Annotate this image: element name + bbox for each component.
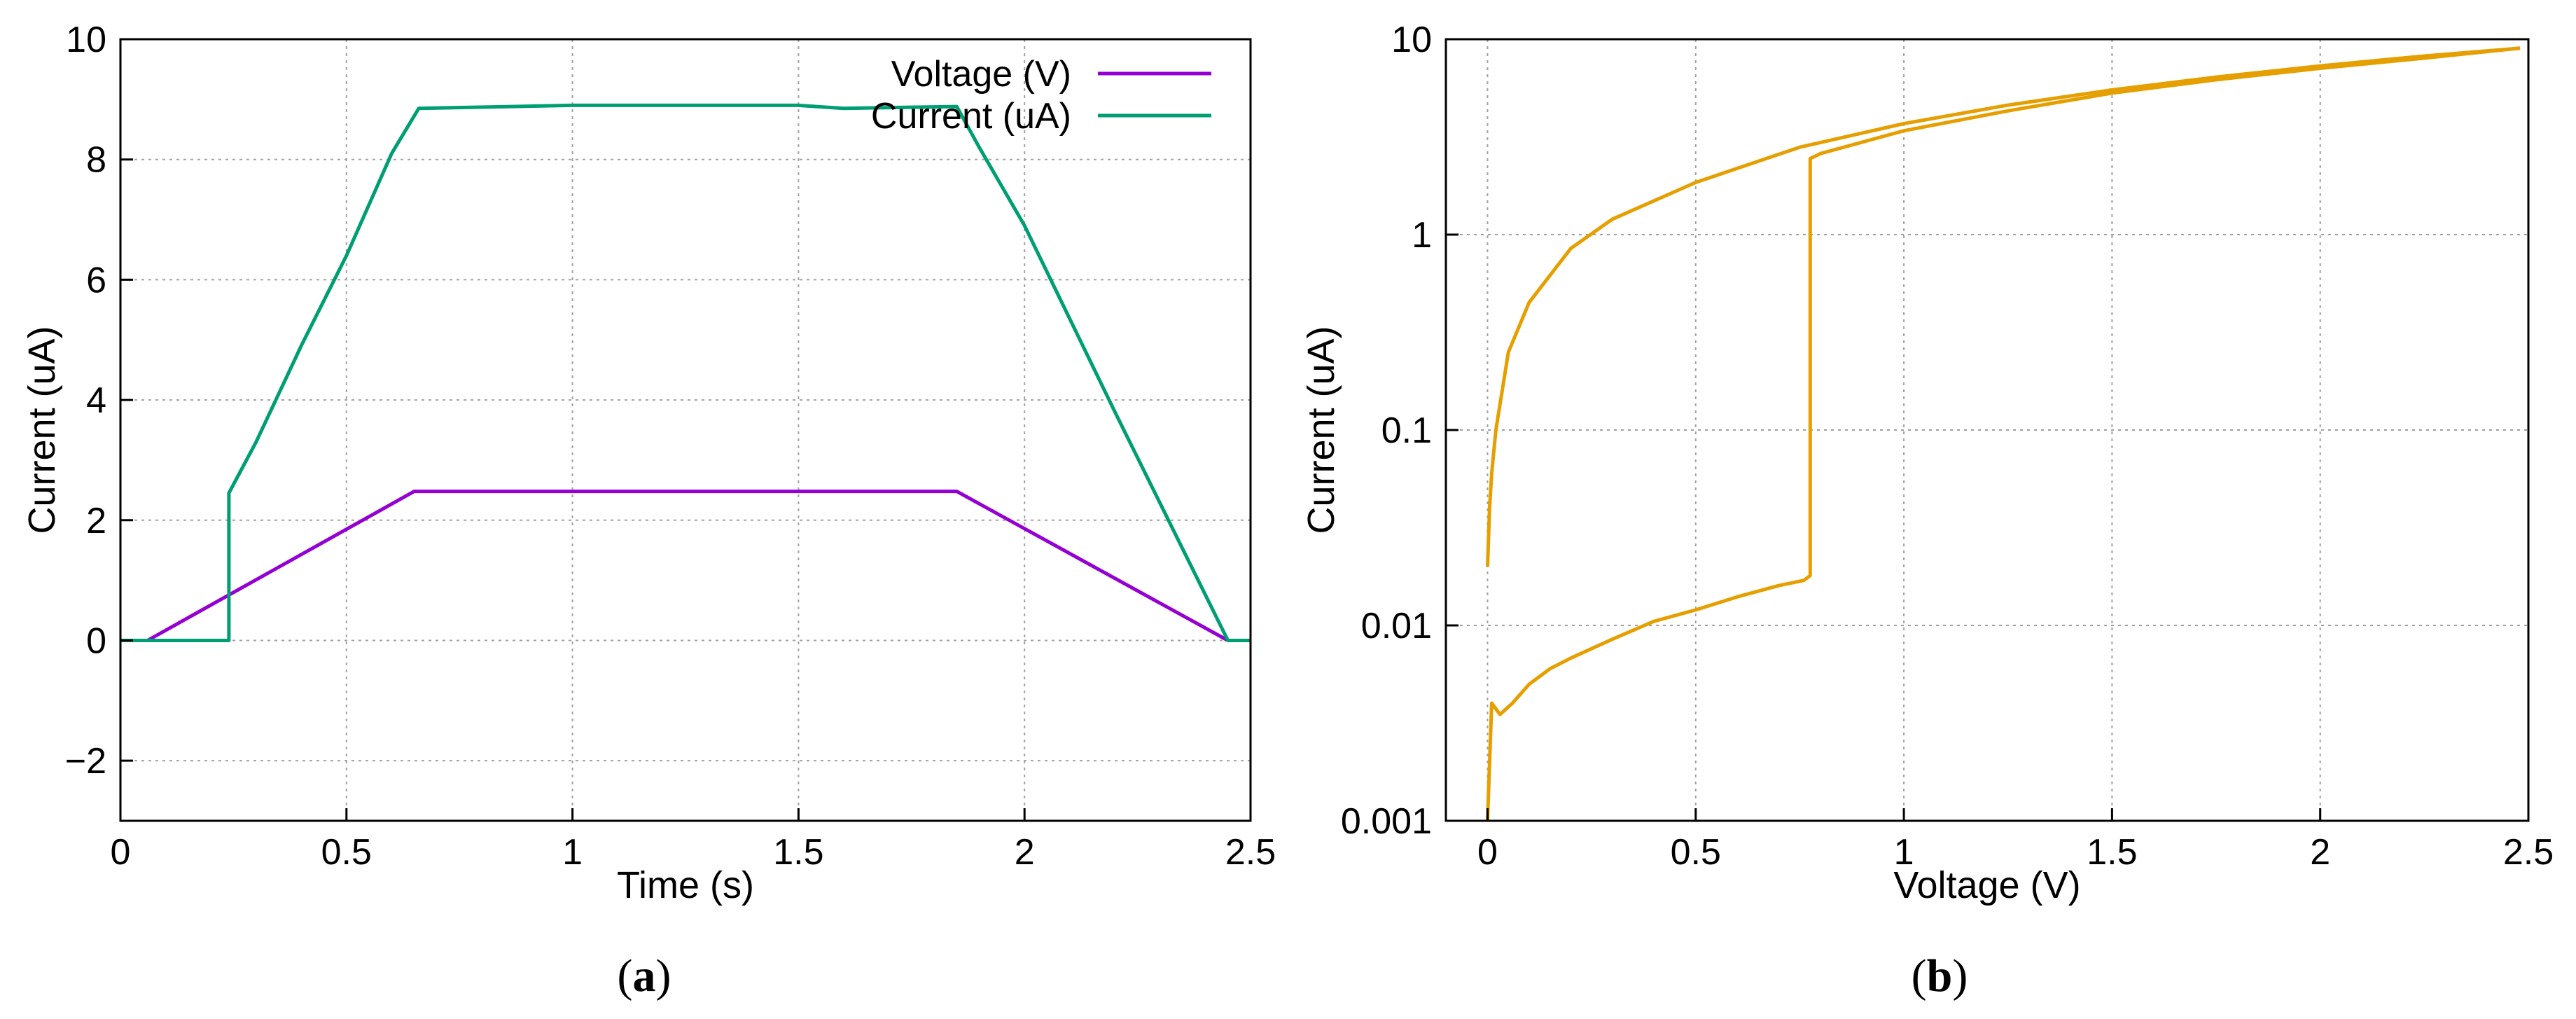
caption-letter: a	[633, 950, 656, 1001]
panel-a: 0 0.5 1 1.5 2 2.5 −2 0 2 4 6 8 10 Voltage (V) Curren…	[21, 20, 1276, 1001]
caption-open-paren: (	[1912, 950, 1927, 1001]
panel-a-x-axis-label: Time (s)	[617, 864, 754, 906]
series-line-sweep-down	[1486, 46, 2521, 567]
y-tick-label: 6	[86, 260, 106, 300]
panel-b-y-axis-label: Current (uA)	[1300, 326, 1342, 534]
x-tick-label: 1.5	[2087, 832, 2137, 873]
panel-a-y-axis-label: Current (uA)	[21, 326, 63, 534]
y-tick-label: 10	[66, 20, 106, 60]
y-tick-label: 4	[86, 380, 106, 421]
legend-label-voltage: Voltage (V)	[891, 54, 1071, 95]
x-tick-label: 0.5	[1671, 832, 1721, 873]
y-tick-label: −2	[65, 741, 106, 782]
x-tick-label: 1	[562, 832, 583, 873]
y-tick-label: 2	[86, 501, 106, 541]
series-line-voltage-v	[146, 490, 1229, 642]
x-tick-label: 0.5	[321, 832, 372, 873]
caption-close-paren: )	[656, 950, 671, 1001]
series-line-sweep-up	[1486, 46, 2521, 822]
y-tick-label: 0.001	[1341, 801, 1432, 842]
x-tick-label: 2.5	[1225, 832, 1276, 873]
panel-b-series	[1486, 46, 2521, 822]
caption-open-paren: (	[618, 950, 633, 1001]
panel-b-ticks: 0 0.5 1 1.5 2 2.5 0.001 0.01 0.1 1 10	[1341, 20, 2554, 873]
legend-label-current: Current (uA)	[871, 96, 1071, 137]
panel-a-grid	[120, 39, 1251, 821]
series-line-current-ua	[120, 103, 1251, 642]
x-tick-label: 1	[1894, 832, 1914, 873]
y-tick-label: 1	[1412, 215, 1432, 256]
panel-a-legend: Voltage (V) Current (uA)	[871, 54, 1211, 137]
y-tick-label: 10	[1391, 20, 1432, 60]
x-tick-label: 0	[1477, 832, 1498, 873]
y-tick-label: 0.01	[1361, 606, 1432, 646]
panel-b-grid	[1446, 39, 2528, 821]
x-tick-label: 0	[111, 832, 131, 873]
panel-a-ticks: 0 0.5 1 1.5 2 2.5 −2 0 2 4 6 8 10	[65, 20, 1276, 873]
x-tick-label: 2.5	[2503, 832, 2554, 873]
y-tick-label: 0	[86, 621, 106, 661]
panel-a-plot-frame	[119, 38, 1252, 822]
caption-letter: b	[1927, 950, 1953, 1001]
panel-b-x-axis-label: Voltage (V)	[1893, 864, 2080, 906]
x-tick-label: 2	[1015, 832, 1035, 873]
x-tick-label: 1.5	[773, 832, 823, 873]
y-tick-label: 0.1	[1381, 410, 1432, 451]
x-tick-label: 2	[2310, 832, 2330, 873]
panel-a-caption: (a)	[618, 950, 671, 1001]
panel-a-series	[120, 103, 1251, 642]
caption-close-paren: )	[1952, 950, 1968, 1001]
y-tick-label: 8	[86, 140, 106, 181]
panel-b-caption: (b)	[1912, 950, 1968, 1001]
